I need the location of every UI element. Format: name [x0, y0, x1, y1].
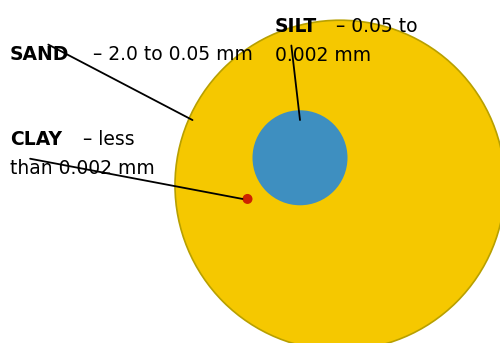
Text: CLAY: CLAY	[10, 130, 62, 149]
Text: SILT: SILT	[275, 17, 318, 36]
Text: – 0.05 to: – 0.05 to	[330, 17, 417, 36]
Ellipse shape	[175, 20, 500, 343]
Ellipse shape	[242, 194, 252, 204]
Ellipse shape	[252, 110, 348, 205]
Text: SAND: SAND	[10, 45, 70, 63]
Text: 0.002 mm: 0.002 mm	[275, 46, 371, 64]
Text: – 2.0 to 0.05 mm: – 2.0 to 0.05 mm	[86, 45, 252, 63]
Text: than 0.002 mm: than 0.002 mm	[10, 159, 155, 178]
Text: – less: – less	[77, 130, 134, 149]
